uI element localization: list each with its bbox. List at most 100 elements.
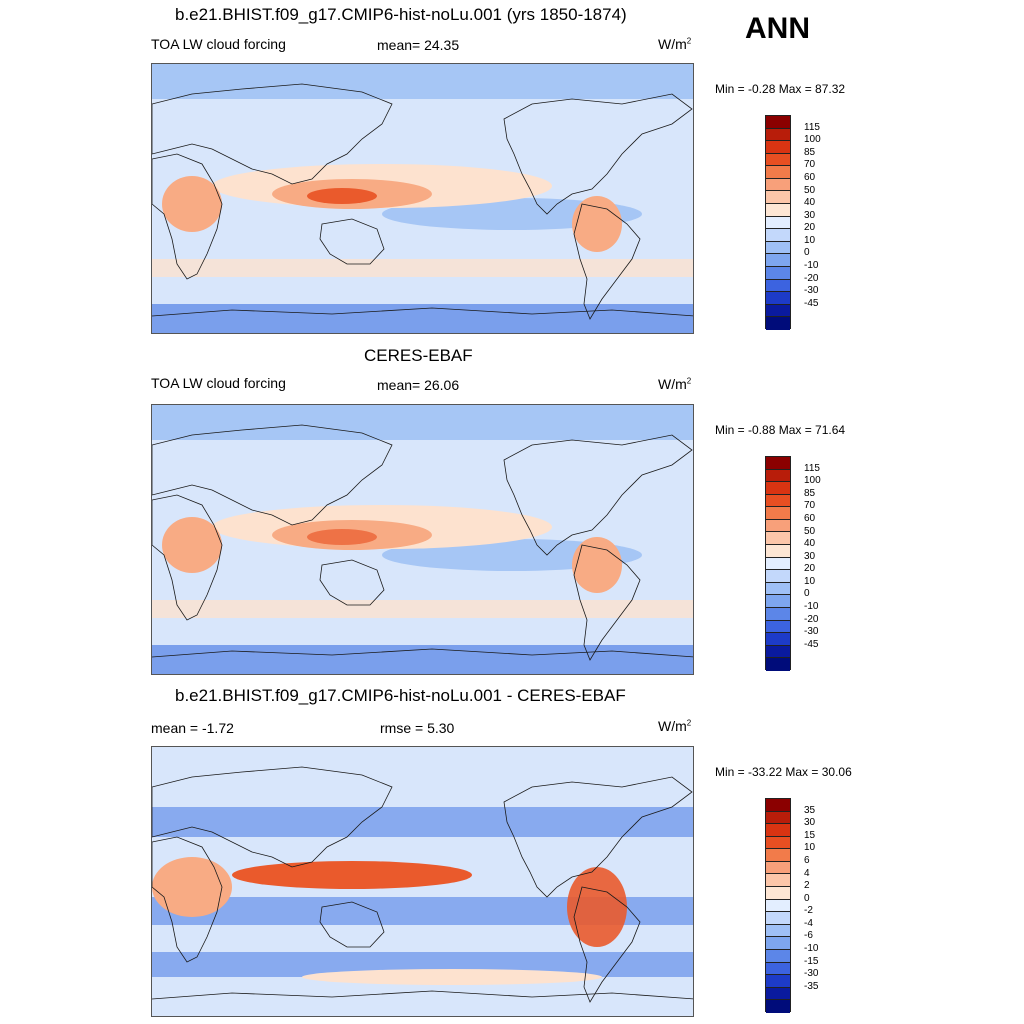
colorbar-tick-label: 115 [804,462,820,474]
colorbar-segment [766,962,790,976]
colorbar-tick-label: 30 [804,550,816,562]
colorbar-segment [766,582,790,596]
colorbar-segment [766,620,790,634]
colorbar-segment [766,1000,790,1013]
colorbar-tick-label: -15 [804,955,819,967]
antarctica-outline [152,648,693,658]
colorbar-tick-label: -30 [804,626,819,638]
colorbar-tick-label: -35 [804,980,819,992]
panel3-minmax: Min = -33.22 Max = 30.06 [715,765,852,779]
colorbar-segment [766,494,790,508]
south-america-outline [573,886,641,1003]
colorbar-tick-label: 40 [804,197,816,209]
colorbar-tick-label: 30 [804,209,816,221]
panel1-units: W/m2 [658,36,692,52]
colorbar-segment [766,254,790,267]
north-america-outline [503,776,693,898]
africa-outline [152,836,223,963]
colorbar-tick-label: -10 [804,943,819,955]
field-band-warm [572,537,622,593]
eurasia-outline [152,766,393,868]
colorbar-segment [766,507,790,520]
colorbar-segment [766,166,790,179]
colorbar-tick-label: 100 [804,475,821,487]
colorbar-segment [766,937,790,950]
colorbar-segment [766,153,790,167]
panel2-colorbar [765,456,791,671]
panel1-field-label: TOA LW cloud forcing [151,36,286,52]
colorbar-tick-label: 115 [804,121,820,133]
panel2-map-svg [152,405,693,674]
field-band-warm [572,196,622,252]
colorbar-tick-label: 4 [804,867,810,879]
colorbar-segment [766,241,790,255]
colorbar-tick-label: 15 [804,829,816,841]
colorbar-segment [766,595,790,608]
colorbar-tick-label: 10 [804,575,816,587]
eurasia-outline [152,424,393,526]
colorbar-tick-label: -30 [804,285,819,297]
colorbar-segment [766,899,790,913]
colorbar-tick-label: -2 [804,905,813,917]
colorbar-tick-label: -4 [804,917,813,929]
colorbar-tick-label: 85 [804,146,816,158]
colorbar-segment [766,570,790,583]
field-band-low [152,64,693,99]
field-band-low [152,405,693,440]
antarctica-outline [152,307,693,317]
antarctica-outline [152,990,693,1000]
colorbar-segment [766,204,790,217]
panel3-map-svg [152,747,693,1016]
colorbar-segment [766,949,790,963]
colorbar-tick-label: -45 [804,297,819,309]
colorbar-tick-label: 6 [804,854,810,866]
colorbar-segment [766,924,790,938]
season-label: ANN [745,12,810,45]
australia-outline [319,218,385,265]
australia-outline [319,901,385,948]
panel2-units: W/m2 [658,376,692,392]
colorbar-segment [766,229,790,242]
colorbar-segment [766,482,790,495]
colorbar-tick-label: 50 [804,184,816,196]
colorbar-segment [766,824,790,837]
colorbar-segment [766,191,790,205]
colorbar-tick-label: 40 [804,538,816,550]
field-band-warm [307,188,377,204]
colorbar-segment [766,279,790,293]
colorbar-tick-label: 50 [804,525,816,537]
colorbar-segment [766,836,790,850]
colorbar-tick-label: -6 [804,930,813,942]
colorbar-segment [766,116,790,129]
panel3-colorbar [765,798,791,1013]
colorbar-segment [766,519,790,533]
australia-outline [319,559,385,606]
colorbar-segment [766,811,790,825]
south-america-outline [573,544,641,661]
colorbar-segment [766,532,790,546]
colorbar-tick-label: 60 [804,171,816,183]
colorbar-segment [766,557,790,571]
panel1-title: b.e21.BHIST.f09_g17.CMIP6-hist-noLu.001 … [175,5,627,24]
colorbar-segment [766,317,790,330]
field-band-positive [567,867,627,947]
colorbar-tick-label: 30 [804,817,816,829]
panel1-map [151,63,694,334]
south-america-outline [573,203,641,320]
colorbar-segment [766,128,790,142]
north-america-outline [503,93,693,215]
colorbar-segment [766,975,790,988]
africa-outline [152,494,223,621]
panel3-units: W/m2 [658,718,692,734]
eurasia-outline [152,83,393,185]
colorbar-segment [766,912,790,925]
colorbar-tick-label: -10 [804,601,819,613]
colorbar-segment [766,849,790,862]
colorbar-tick-label: 70 [804,159,816,171]
field-band-positive [302,969,602,985]
colorbar-segment [766,469,790,483]
colorbar-tick-label: 0 [804,892,810,904]
colorbar-segment [766,178,790,192]
colorbar-segment [766,545,790,558]
panel3-rmse-label: rmse = 5.30 [380,720,455,736]
